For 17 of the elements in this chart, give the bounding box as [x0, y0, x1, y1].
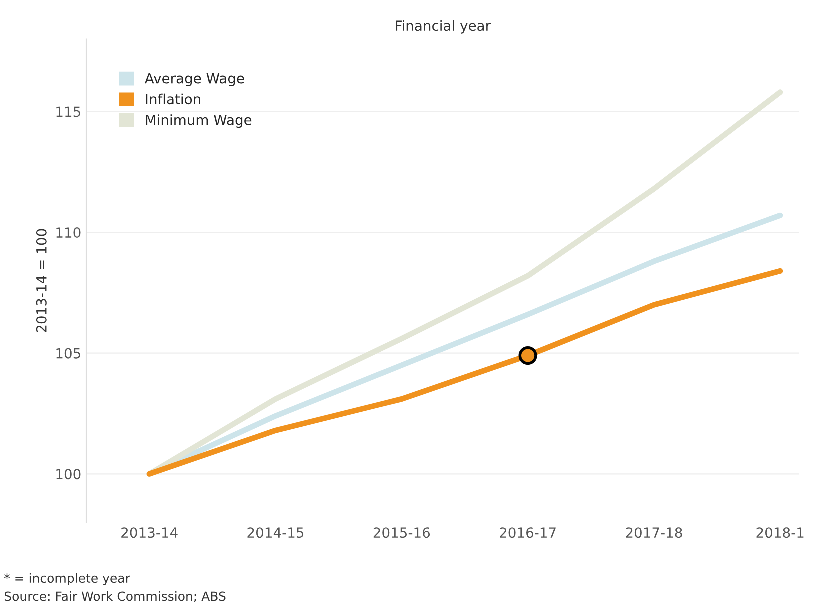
x-tick-label: 2015-16 — [374, 528, 430, 538]
text: * = incomplete year — [4, 573, 130, 586]
legend-label: Minimum Wage — [146, 114, 252, 128]
legend-label: Average Wage — [144, 73, 244, 86]
source-note: Source: Fair Work Commission; ABS — [4, 591, 226, 602]
x-tick-label: 2018-1 — [756, 528, 804, 538]
y-tick-label: 100 — [56, 469, 81, 480]
x-tick-label: 2017-18 — [626, 528, 682, 538]
y-axis-title: 2013-14 = 100 — [36, 229, 47, 332]
chart-title: Financial year — [396, 20, 492, 34]
y-tick-label: 110 — [56, 228, 81, 238]
legend-label: Inflation — [146, 94, 200, 105]
x-tick-label: 2014-15 — [248, 528, 304, 538]
y-tick-label: 115 — [56, 106, 80, 118]
x-tick-label: 2016-17 — [500, 528, 556, 538]
x-tick-label: 2013-14 — [122, 528, 178, 538]
y-tick-label: 105 — [56, 348, 80, 359]
